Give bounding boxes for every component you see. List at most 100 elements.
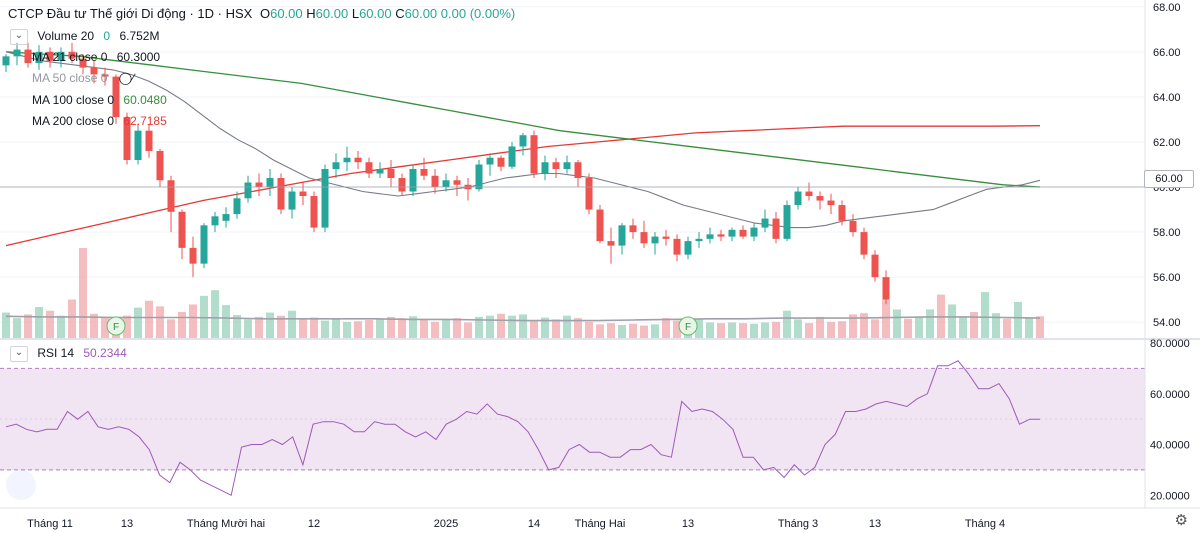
volume-bar xyxy=(442,320,450,338)
volume-bar xyxy=(475,316,483,338)
volume-bar xyxy=(860,313,868,338)
volume-bar xyxy=(35,306,43,338)
low-value: 60.00 xyxy=(359,6,392,21)
ma200-legend[interactable]: MA 200 close 0 62.7185 xyxy=(32,114,167,128)
volume-bar xyxy=(145,300,153,338)
earnings-marker-circle xyxy=(106,316,126,336)
volume-bar xyxy=(79,248,87,338)
candle xyxy=(200,223,208,269)
candle xyxy=(156,148,164,188)
candle-body xyxy=(398,178,406,192)
candle-body xyxy=(409,169,417,192)
candle xyxy=(101,67,109,86)
candle xyxy=(695,232,703,248)
volume-bar xyxy=(167,319,175,338)
candle xyxy=(244,175,252,203)
volume-bar xyxy=(1003,318,1011,338)
volume-bar xyxy=(24,314,32,338)
volume-bar xyxy=(189,304,197,338)
volume-bar xyxy=(244,319,252,338)
volume-bar xyxy=(970,311,978,338)
candle xyxy=(849,214,857,237)
ma21-legend[interactable]: MA 21 close 0 60.3000 xyxy=(32,50,160,64)
candle xyxy=(882,270,890,305)
volume-legend-value: 6.752M xyxy=(119,29,160,44)
candle-body xyxy=(123,117,131,160)
high-label: H xyxy=(306,6,316,21)
volume-bar xyxy=(761,322,769,338)
volume-legend[interactable]: ⌄ Volume 20 0 6.752M xyxy=(10,29,159,45)
chart-header: CTCP Đầu tư Thế giới Di động · 1D · HSX … xyxy=(8,6,515,21)
rsi-legend-label: RSI 14 xyxy=(37,346,75,361)
volume-legend-label: Volume 20 xyxy=(37,29,95,44)
candle-body xyxy=(244,182,252,199)
candle xyxy=(365,157,373,179)
time-tick-label: Tháng Mười hai xyxy=(187,518,265,530)
candle-body xyxy=(299,191,307,197)
candle xyxy=(651,232,659,255)
candle xyxy=(541,155,549,181)
candle-body xyxy=(849,220,857,233)
volume-bar xyxy=(926,309,934,338)
ma21-line xyxy=(5,51,1041,229)
candle-body xyxy=(13,49,21,57)
ma21-legend-value: 60.3000 xyxy=(116,50,161,64)
ma21-legend-label: MA 21 close 0 xyxy=(32,50,108,64)
volume-bar xyxy=(200,295,208,338)
collapse-rsi-button[interactable]: ⌄ xyxy=(10,346,28,362)
candle-body xyxy=(2,56,10,66)
volume-bar xyxy=(717,323,725,338)
hidden-eye-icon[interactable]: ◯∕ xyxy=(118,71,135,85)
candle xyxy=(398,173,406,197)
candle xyxy=(90,60,98,84)
candle-body xyxy=(442,180,450,188)
candle-body xyxy=(167,180,175,212)
volume-bar xyxy=(398,318,406,338)
candle-body xyxy=(816,196,824,201)
close-value: 60.00 xyxy=(404,6,438,21)
candle-body xyxy=(255,182,263,188)
candle-body xyxy=(156,150,164,181)
candle-body xyxy=(706,234,714,239)
candle-body xyxy=(321,169,329,228)
candle-body xyxy=(695,238,703,242)
volume-bar xyxy=(222,305,230,338)
candle-body xyxy=(145,130,153,151)
ma100-legend-value: 60.0480 xyxy=(123,93,167,107)
collapse-legend-button[interactable]: ⌄ xyxy=(10,29,28,45)
candle-body xyxy=(728,229,736,237)
candle xyxy=(618,223,626,255)
candle xyxy=(321,164,329,233)
candle-body xyxy=(607,241,615,246)
volume-bar xyxy=(552,319,560,338)
candle xyxy=(596,205,604,244)
volume-bar xyxy=(728,322,736,338)
volume-bar xyxy=(563,315,571,338)
gear-icon[interactable]: ⚙ xyxy=(1174,512,1188,529)
candle-body xyxy=(508,146,516,167)
volume-bar xyxy=(618,324,626,338)
candle xyxy=(13,42,21,66)
candle-body xyxy=(761,218,769,228)
candle-body xyxy=(519,135,527,147)
volume-bar xyxy=(805,323,813,338)
candle xyxy=(761,209,769,233)
symbol-title[interactable]: CTCP Đầu tư Thế giới Di động · 1D · HSX xyxy=(8,6,253,21)
volume-bar xyxy=(706,322,714,338)
rsi-legend[interactable]: ⌄ RSI 14 50.2344 xyxy=(10,346,127,362)
candle-body xyxy=(79,58,87,68)
candle xyxy=(112,74,120,124)
ma100-legend[interactable]: MA 100 close 0 60.0480 xyxy=(32,93,167,107)
ma50-legend[interactable]: MA 50 close 0 ◯∕ xyxy=(32,71,134,85)
candle-body xyxy=(101,74,109,77)
candle-body xyxy=(552,162,560,169)
open-label: O xyxy=(259,6,271,21)
candle xyxy=(574,159,582,188)
candle xyxy=(794,187,802,210)
volume-bar xyxy=(288,310,296,338)
volume-bar xyxy=(508,315,516,338)
candle-body xyxy=(827,200,835,206)
tradingview-logo-icon[interactable] xyxy=(6,470,36,500)
candle-body xyxy=(453,180,461,185)
